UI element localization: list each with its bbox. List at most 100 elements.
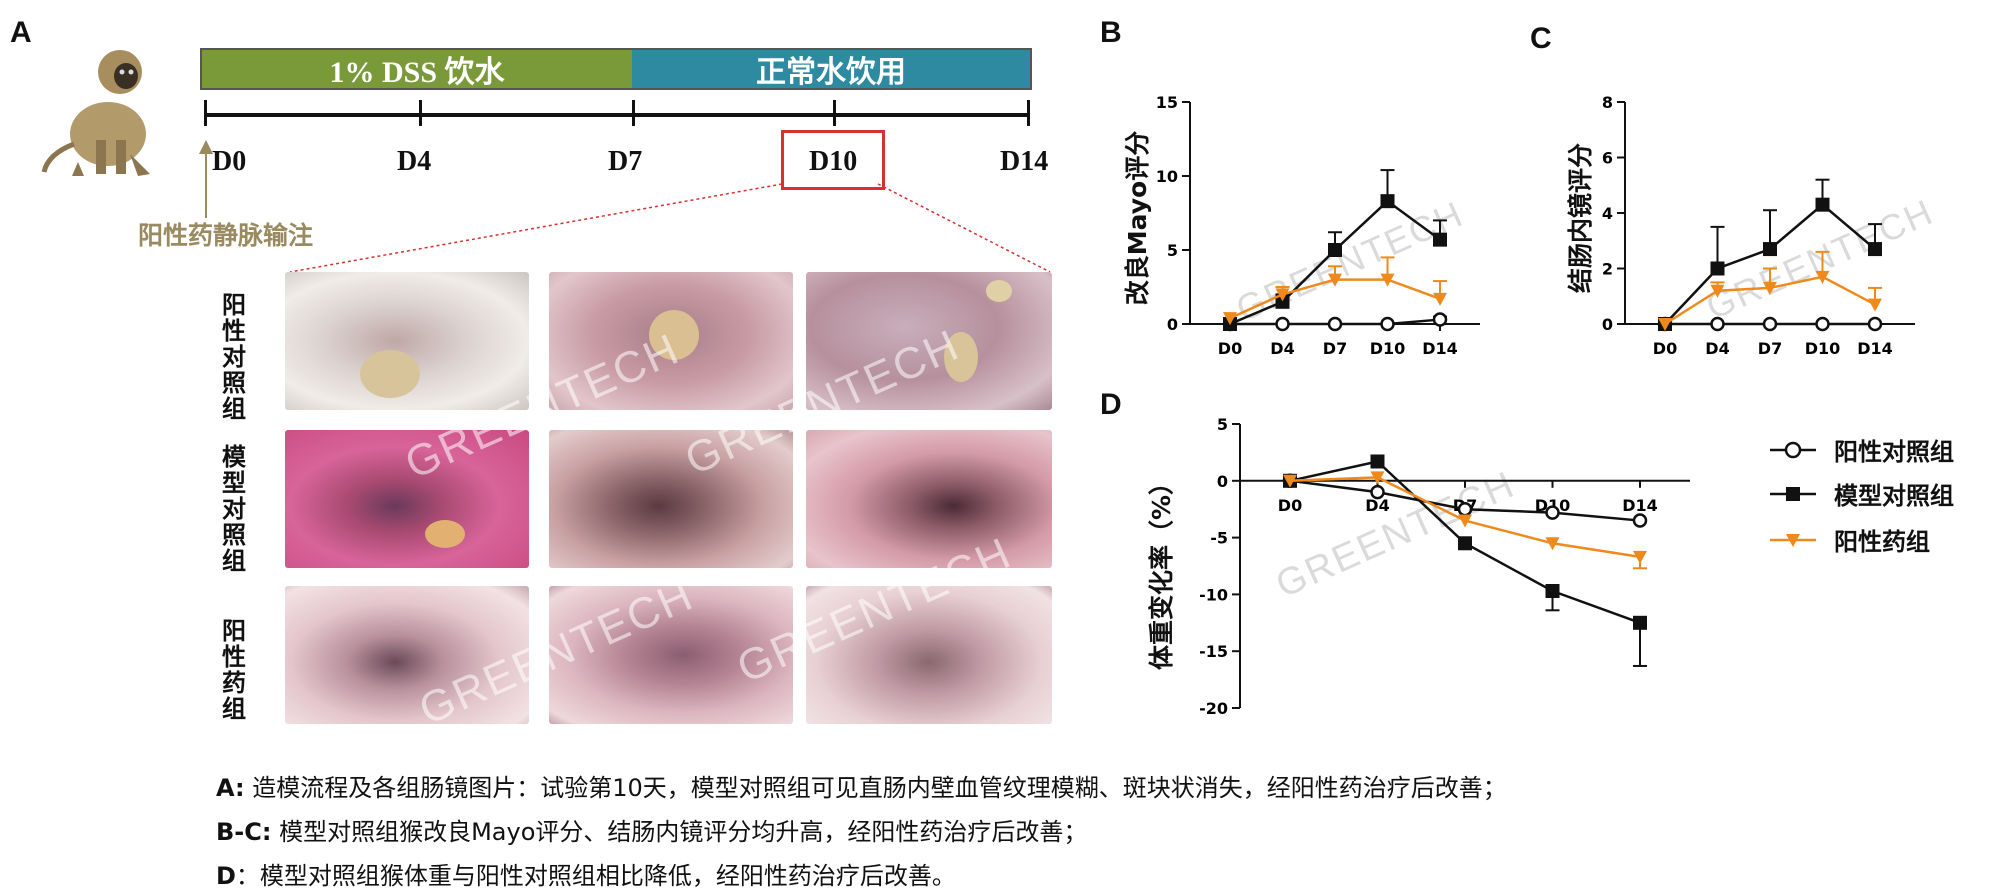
data-point (1658, 318, 1672, 331)
data-point (1545, 583, 1560, 598)
chart-b-ylabel: 改良Mayo评分 (1123, 130, 1152, 306)
data-point (1815, 270, 1830, 284)
y-tick-label: -20 (1199, 699, 1228, 718)
day-d0: D0 (212, 146, 247, 177)
caption-bc: B-C: 模型对照组猴改良Mayo评分、结肠内镜评分均升高，经阳性药治疗后改善； (216, 812, 1087, 847)
data-point (1710, 284, 1725, 298)
data-point (1762, 316, 1778, 332)
data-point (1867, 316, 1883, 332)
caption-d-tag: D (216, 862, 236, 890)
data-point (1545, 505, 1560, 520)
tick-d14 (1027, 100, 1030, 126)
y-tick-label: 6 (1602, 149, 1613, 168)
y-tick-label: 0 (1217, 472, 1228, 491)
row-label-pos: 阳性药组 (220, 618, 248, 722)
y-tick-label: -15 (1199, 642, 1228, 661)
series-line-1 (1229, 199, 1441, 326)
legend-neg: 阳性对照组 (1770, 432, 1954, 467)
panel-letter-c: C (1530, 22, 1552, 55)
y-tick-label: 4 (1602, 204, 1613, 223)
timeline-bar: 1% DSS 饮水 正常水饮用 (200, 48, 1032, 90)
timeline-axis (204, 113, 1030, 117)
tick-d10 (833, 100, 836, 126)
row-label-pos-text: 阳性药组 (222, 617, 246, 723)
x-tick-label: D4 (1705, 339, 1729, 358)
chart-d-ylabel: 体重变化率（%） (1147, 469, 1176, 670)
caption-d: D：模型对照组猴体重与阳性对照组相比降低，经阳性药治疗后改善。 (216, 856, 956, 891)
y-tick-label: 15 (1156, 93, 1178, 112)
data-point (1458, 514, 1472, 528)
chart-c-ylabel: 结肠内镜评分 (1566, 143, 1595, 294)
x-tick-label: D14 (1422, 339, 1458, 358)
day-d7: D7 (608, 146, 643, 177)
injection-arrow-icon (199, 140, 213, 218)
panel-letter-b: B (1100, 16, 1122, 49)
x-tick-label: D10 (1805, 339, 1841, 358)
x-tick-label: D7 (1758, 339, 1782, 358)
chart-b-mayo: 0 5 10 15 D0 D4 D7 D10 D14 (1156, 93, 1480, 358)
data-point (1380, 316, 1395, 332)
legend-neg-marker-icon (1770, 441, 1816, 458)
caption-bc-tag: B-C: (216, 818, 272, 846)
tick-d7 (632, 100, 635, 126)
x-tick-label: D14 (1857, 339, 1893, 358)
chart-d-weight: 50-5-10-15-20D0D4D7D10D14 (1199, 415, 1690, 718)
data-point (1868, 298, 1882, 312)
x-tick-label: D7 (1323, 339, 1347, 358)
caption-a-tag: A: (216, 774, 245, 802)
x-tick-label: D4 (1365, 496, 1389, 515)
panel-letter-d: D (1100, 388, 1122, 421)
y-tick-label: 8 (1602, 93, 1613, 112)
phase-normal-water: 正常水饮用 (632, 50, 1030, 90)
legend-model-label: 模型对照组 (1834, 482, 1954, 510)
data-point (1275, 288, 1290, 302)
y-tick-label: 0 (1167, 315, 1178, 334)
data-point (1370, 471, 1385, 485)
legend-model-marker-icon (1770, 486, 1816, 501)
panel-letter-a: A (10, 16, 32, 49)
injection-label: 阳性药静脉输注 (138, 221, 314, 250)
day-d10: D10 (809, 146, 858, 177)
data-point (1545, 537, 1560, 551)
data-point (1710, 316, 1725, 332)
data-point (1328, 273, 1342, 287)
data-point (1433, 292, 1447, 306)
endoscopy-photo-pos-2 (549, 586, 793, 724)
x-tick-label: D4 (1270, 339, 1294, 358)
data-point (1868, 242, 1882, 257)
legend-pos-label: 阳性药组 (1834, 528, 1930, 556)
day-d4: D4 (397, 146, 432, 177)
data-point (1632, 513, 1648, 528)
data-point (1327, 316, 1343, 332)
y-tick-label: 10 (1156, 167, 1178, 186)
data-point (1633, 615, 1647, 630)
data-point (1275, 316, 1290, 332)
y-tick-label: -10 (1199, 585, 1228, 604)
data-point (1380, 273, 1395, 287)
data-point (1275, 294, 1290, 309)
y-tick-label: 5 (1167, 241, 1178, 260)
y-tick-label: -5 (1210, 529, 1228, 548)
legend-model: 模型对照组 (1770, 476, 1954, 511)
x-tick-label: D14 (1622, 496, 1658, 515)
data-point (1328, 243, 1342, 257)
caption-a-text: 造模流程及各组肠镜图片：试验第10天，模型对照组可见直肠内壁血管纹理模糊、斑块状… (244, 774, 1507, 802)
data-point (1763, 242, 1777, 257)
endoscopy-photo-neg-1 (285, 272, 529, 410)
endoscopy-photo-pos-3 (806, 586, 1052, 724)
endoscopy-photo-neg-3 (806, 272, 1052, 410)
data-point (1457, 501, 1473, 517)
data-point (1763, 281, 1777, 295)
endoscopy-photo-neg-2 (549, 272, 793, 410)
tick-d0 (204, 100, 207, 126)
d10-highlight-box (781, 130, 885, 190)
x-tick-label: D0 (1218, 339, 1242, 358)
data-point (1370, 484, 1385, 500)
data-point (1710, 261, 1725, 276)
data-point (1458, 536, 1472, 551)
row-label-neg: 阳性对照组 (220, 292, 248, 422)
monkey-illustration (41, 50, 150, 176)
y-tick-label: 5 (1217, 415, 1228, 434)
x-tick-label: D0 (1653, 339, 1677, 358)
caption-d-text: ：模型对照组猴体重与阳性对照组相比降低，经阳性药治疗后改善。 (235, 862, 956, 890)
